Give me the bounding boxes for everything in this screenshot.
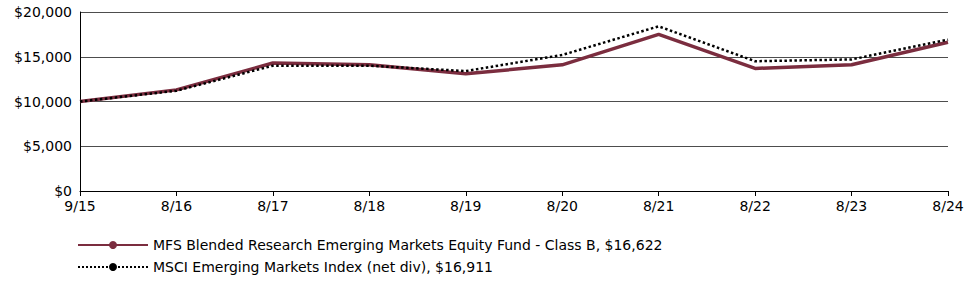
svg-text:$0: $0	[54, 183, 72, 199]
svg-text:8/21: 8/21	[643, 198, 674, 214]
svg-text:8/17: 8/17	[257, 198, 288, 214]
svg-text:8/20: 8/20	[546, 198, 577, 214]
svg-text:8/18: 8/18	[354, 198, 385, 214]
svg-text:8/23: 8/23	[836, 198, 867, 214]
svg-text:8/19: 8/19	[450, 198, 481, 214]
svg-text:$5,000: $5,000	[23, 138, 72, 154]
svg-text:$15,000: $15,000	[14, 49, 72, 65]
svg-text:MFS Blended Research Emerging: MFS Blended Research Emerging Markets Eq…	[153, 237, 662, 253]
svg-text:$10,000: $10,000	[14, 94, 72, 110]
svg-text:$20,000: $20,000	[14, 4, 72, 20]
svg-text:8/16: 8/16	[161, 198, 193, 214]
svg-text:8/24: 8/24	[932, 198, 964, 214]
svg-text:8/22: 8/22	[739, 198, 770, 214]
svg-text:MSCI Emerging Markets Index (n: MSCI Emerging Markets Index (net div), $…	[153, 259, 493, 275]
svg-text:9/15: 9/15	[64, 198, 95, 214]
